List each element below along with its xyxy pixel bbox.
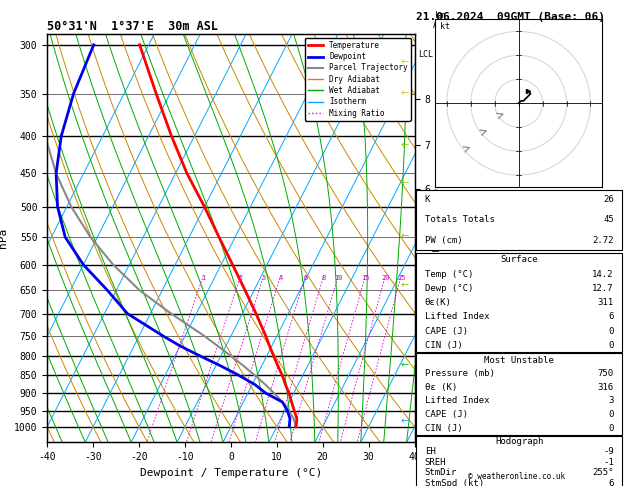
Text: 2: 2 (238, 275, 243, 281)
Text: 1: 1 (201, 275, 206, 281)
Text: Lifted Index: Lifted Index (425, 312, 489, 321)
Text: 20: 20 (381, 275, 390, 281)
Legend: Temperature, Dewpoint, Parcel Trajectory, Dry Adiabat, Wet Adiabat, Isotherm, Mi: Temperature, Dewpoint, Parcel Trajectory… (304, 38, 411, 121)
Text: -1: -1 (603, 458, 614, 467)
Text: CIN (J): CIN (J) (425, 341, 462, 350)
Text: 0: 0 (608, 410, 614, 419)
Text: 0: 0 (608, 424, 614, 433)
Text: StmSpd (kt): StmSpd (kt) (425, 479, 484, 486)
Text: 21.06.2024  09GMT (Base: 06): 21.06.2024 09GMT (Base: 06) (416, 12, 605, 22)
Text: ←: ← (400, 360, 408, 370)
Text: Pressure (mb): Pressure (mb) (425, 369, 494, 378)
Y-axis label: Mixing Ratio (g/kg): Mixing Ratio (g/kg) (433, 187, 442, 289)
Text: PW (cm): PW (cm) (425, 236, 462, 244)
Text: 316: 316 (598, 383, 614, 392)
Text: 6: 6 (608, 312, 614, 321)
Text: ←: ← (400, 281, 408, 291)
Text: StmDir: StmDir (425, 468, 457, 477)
Text: 3: 3 (262, 275, 266, 281)
Text: 0: 0 (608, 327, 614, 335)
Text: 255°: 255° (593, 468, 614, 477)
Text: SREH: SREH (425, 458, 446, 467)
Text: 4: 4 (279, 275, 283, 281)
Text: CAPE (J): CAPE (J) (425, 410, 467, 419)
Text: Hodograph: Hodograph (495, 437, 543, 446)
Text: © weatheronline.co.uk: © weatheronline.co.uk (469, 472, 565, 481)
Text: 6: 6 (304, 275, 308, 281)
Text: kt: kt (440, 22, 450, 31)
Text: 3: 3 (608, 397, 614, 405)
Text: 25: 25 (397, 275, 406, 281)
Text: ←: ← (400, 416, 408, 426)
Text: -9: -9 (603, 447, 614, 456)
Text: θε(K): θε(K) (425, 298, 452, 307)
Text: Temp (°C): Temp (°C) (425, 270, 473, 278)
Text: 311: 311 (598, 298, 614, 307)
Text: 12.7: 12.7 (593, 284, 614, 293)
Text: ←: ← (400, 140, 408, 150)
Text: ←: ← (400, 231, 408, 242)
Text: 2.72: 2.72 (593, 236, 614, 244)
Text: ←: ← (400, 88, 408, 99)
Text: Surface: Surface (501, 255, 538, 264)
Text: 6: 6 (608, 479, 614, 486)
Text: K: K (425, 195, 430, 204)
Text: θε (K): θε (K) (425, 383, 457, 392)
Text: Dewp (°C): Dewp (°C) (425, 284, 473, 293)
Text: 50°31'N  1°37'E  30m ASL: 50°31'N 1°37'E 30m ASL (47, 20, 218, 33)
Text: 14.2: 14.2 (593, 270, 614, 278)
Text: LCL: LCL (418, 50, 433, 59)
X-axis label: Dewpoint / Temperature (°C): Dewpoint / Temperature (°C) (140, 468, 322, 478)
Y-axis label: hPa: hPa (0, 228, 8, 248)
Text: CAPE (J): CAPE (J) (425, 327, 467, 335)
Text: 26: 26 (603, 195, 614, 204)
Text: Totals Totals: Totals Totals (425, 215, 494, 225)
Text: CIN (J): CIN (J) (425, 424, 462, 433)
Text: 15: 15 (362, 275, 370, 281)
Text: 8: 8 (322, 275, 326, 281)
Text: 45: 45 (603, 215, 614, 225)
Text: 750: 750 (598, 369, 614, 378)
Text: Lifted Index: Lifted Index (425, 397, 489, 405)
Text: 0: 0 (608, 341, 614, 350)
Text: ←: ← (400, 179, 408, 189)
Text: Most Unstable: Most Unstable (484, 356, 554, 364)
Text: EH: EH (425, 447, 435, 456)
Text: ←: ← (400, 57, 408, 68)
Text: km
ASL: km ASL (433, 11, 448, 30)
Text: 10: 10 (334, 275, 343, 281)
